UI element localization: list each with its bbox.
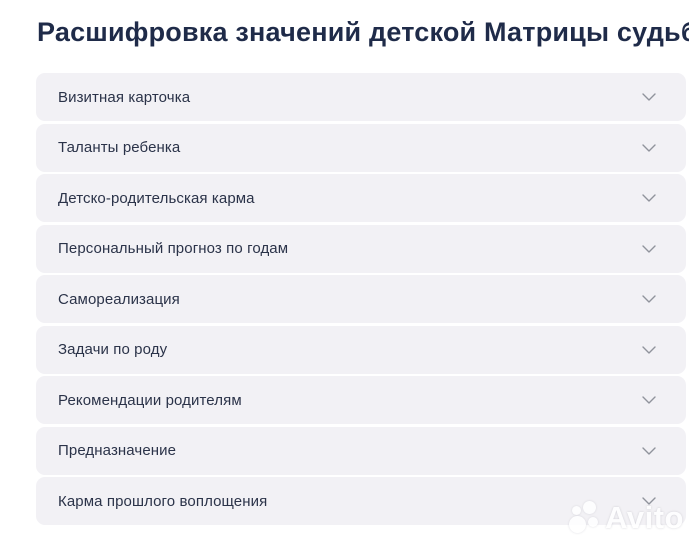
- chevron-down-icon: [642, 396, 656, 404]
- chevron-down-icon: [642, 143, 656, 152]
- accordion-item-label: Персональный прогноз по годам: [58, 240, 289, 257]
- accordion-item-rekomendatsii-roditelyam[interactable]: Рекомендации родителям: [36, 376, 686, 424]
- accordion-item-label: Задачи по роду: [58, 341, 168, 358]
- accordion-item-zadachi-po-rodu[interactable]: Задачи по роду: [36, 325, 686, 374]
- accordion-item-label: Карма прошлого воплощения: [58, 492, 268, 510]
- chevron-down-icon: [642, 345, 656, 354]
- accordion-item-label: Рекомендации родителям: [58, 391, 242, 409]
- accordion-item-label: Визитная карточка: [58, 88, 191, 106]
- accordion-item-label: Самореализация: [58, 290, 180, 308]
- accordion-item-vizitnaya-kartochka[interactable]: Визитная карточка: [36, 73, 686, 121]
- chevron-down-icon: [642, 244, 656, 253]
- accordion-list: Визитная карточка Таланты ребенка Детско…: [36, 73, 686, 525]
- accordion-item-label: Таланты ребенка: [58, 139, 181, 156]
- page-title: Расшифровка значений детской Матрицы суд…: [37, 17, 689, 47]
- chevron-down-icon: [642, 93, 656, 101]
- accordion-item-personalnyi-prognoz[interactable]: Персональный прогноз по годам: [36, 224, 686, 273]
- accordion-item-talanty-rebenka[interactable]: Таланты ребенка: [36, 123, 686, 172]
- chevron-down-icon: [642, 295, 656, 303]
- chevron-down-icon: [642, 194, 656, 202]
- accordion-item-label: Детско-родительская карма: [58, 189, 255, 207]
- accordion-item-samorealizatsiya[interactable]: Самореализация: [36, 275, 686, 323]
- accordion-item-karma-proshlogo-voploshcheniya[interactable]: Карма прошлого воплощения: [36, 477, 686, 525]
- chevron-down-icon: [642, 446, 656, 455]
- accordion-item-label: Предназначение: [58, 442, 177, 459]
- accordion-item-detsko-roditelskaya-karma[interactable]: Детско-родительская карма: [36, 174, 686, 222]
- accordion-item-prednaznachenie[interactable]: Предназначение: [36, 426, 686, 475]
- chevron-down-icon: [642, 497, 656, 505]
